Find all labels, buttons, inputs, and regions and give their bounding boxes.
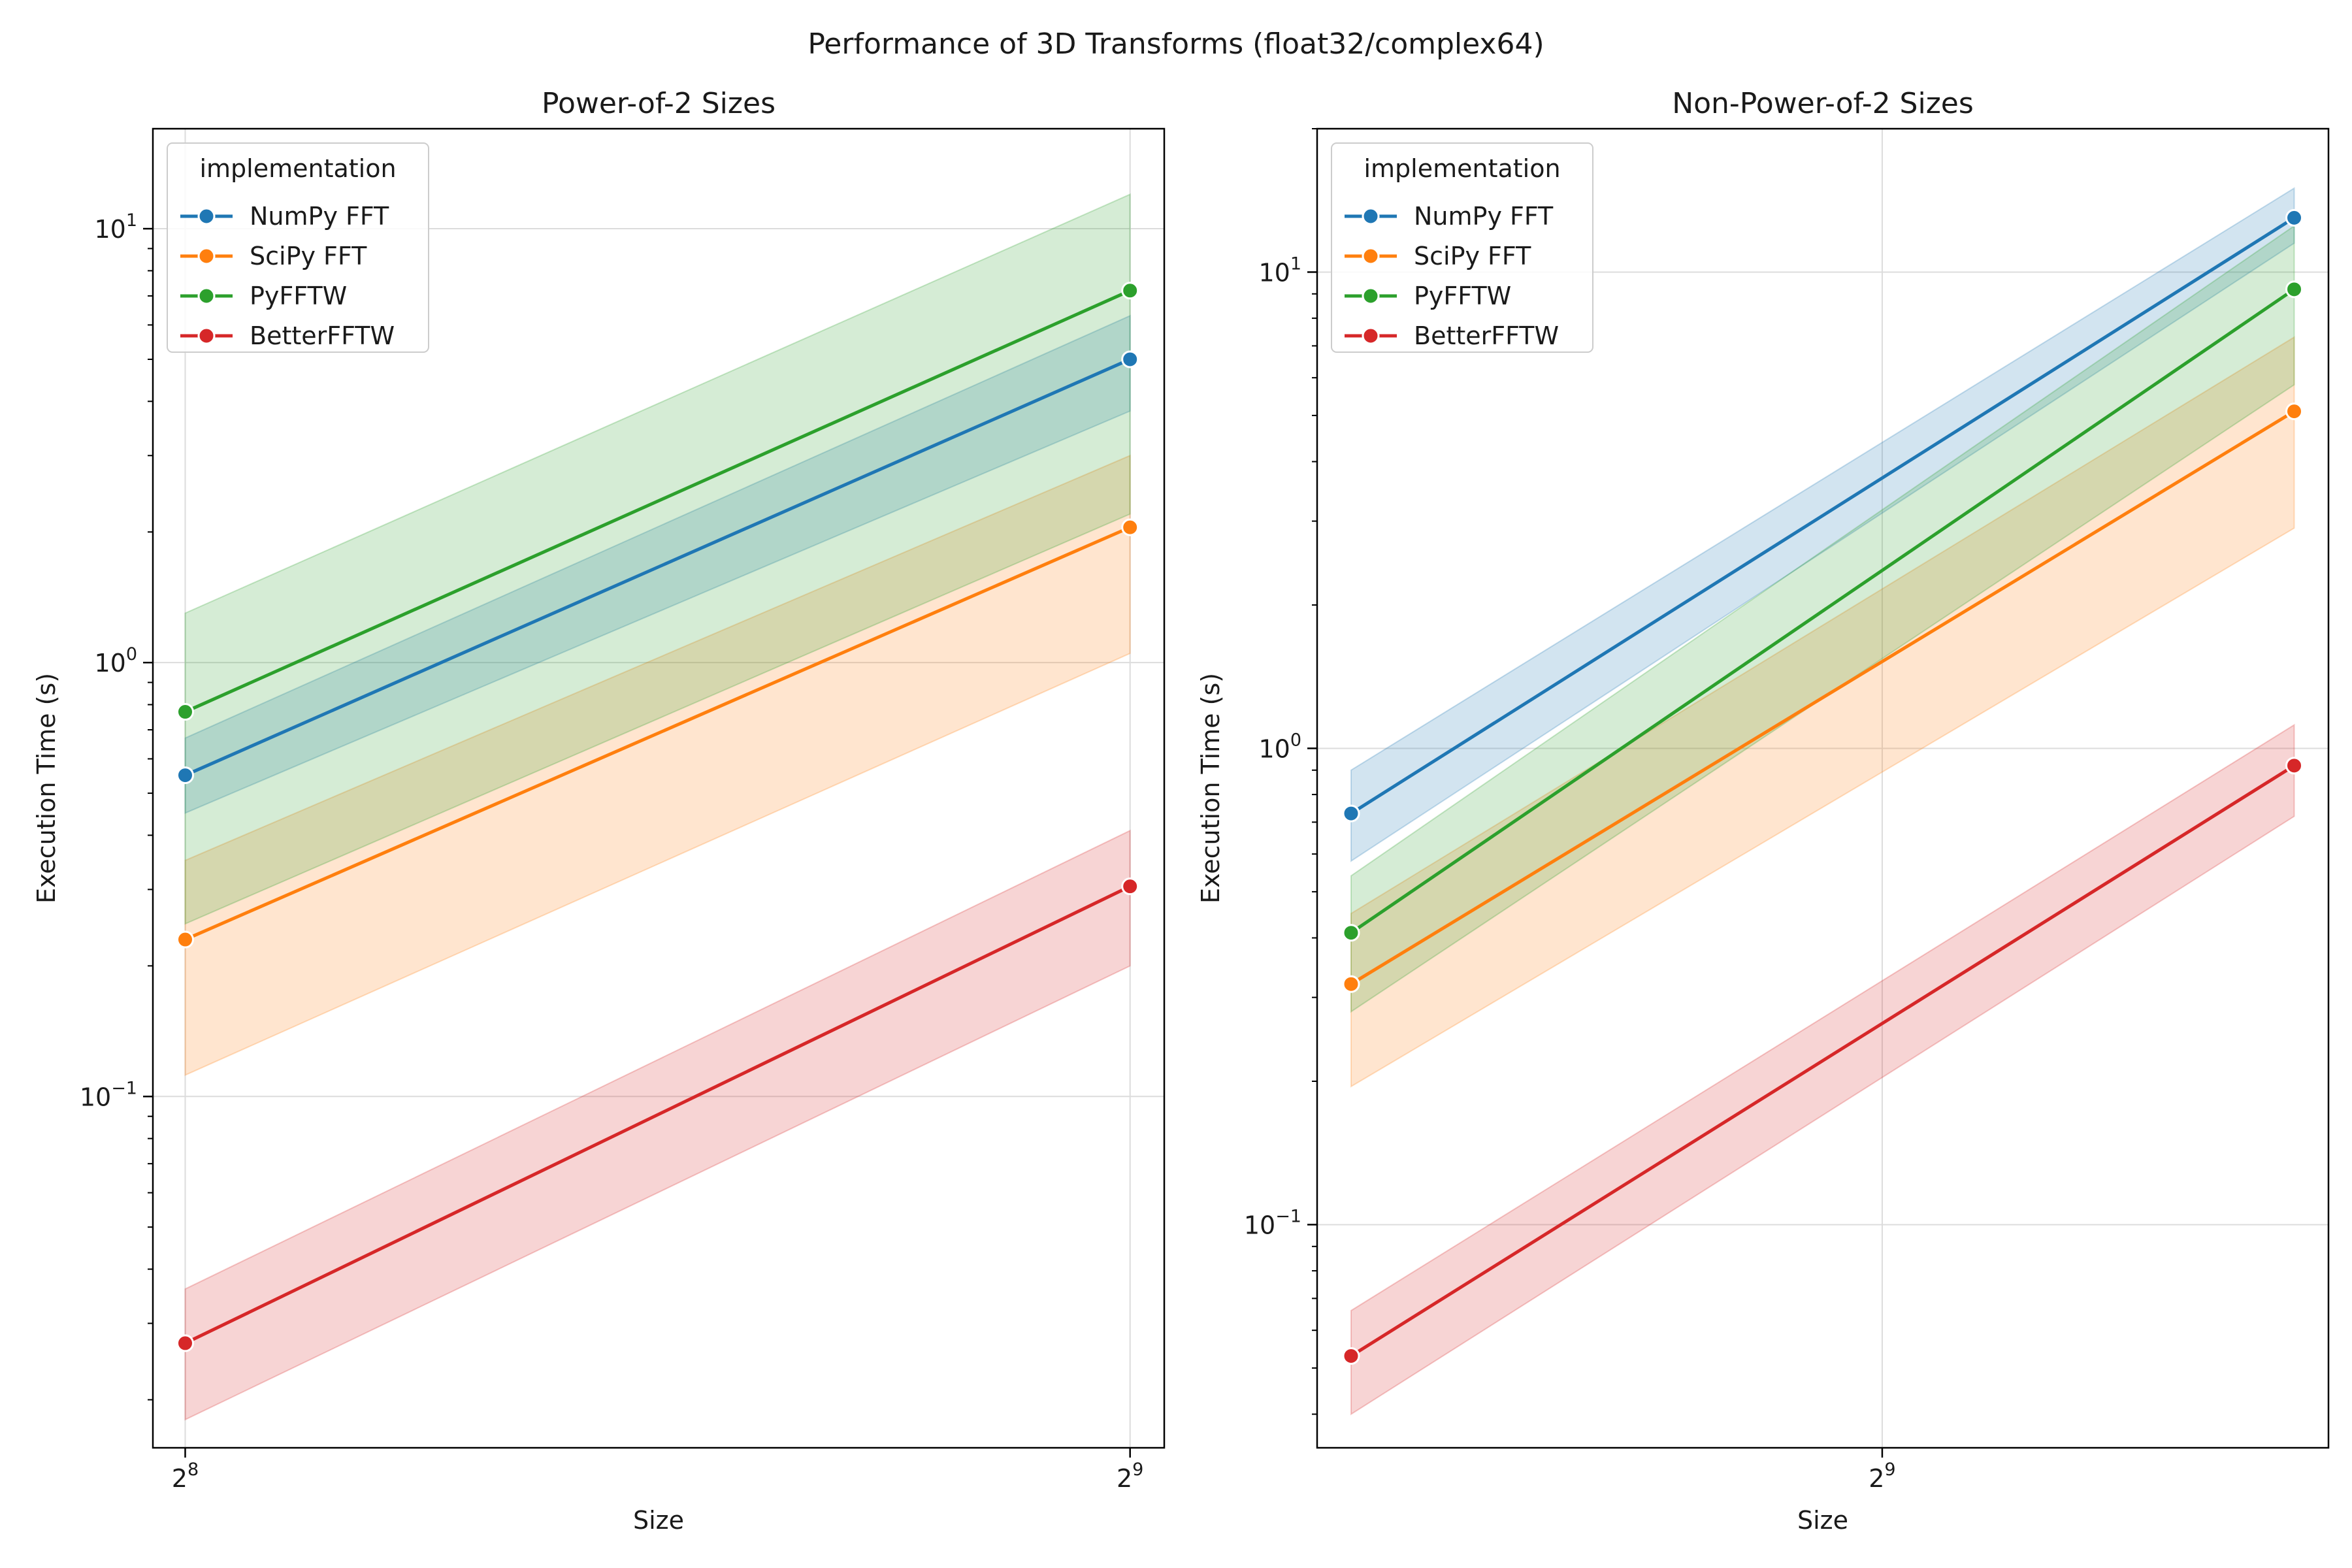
legend-label: PyFFTW xyxy=(1414,282,1511,310)
ticks: 10−1 100 101 29 xyxy=(1244,128,1896,1493)
ci-band-pyfftw xyxy=(184,193,1131,925)
legend-label: NumPy FFT xyxy=(250,202,389,231)
y-tick-label: 101 xyxy=(1258,253,1301,287)
legend-label: SciPy FFT xyxy=(1414,242,1531,270)
legend-box xyxy=(167,142,429,353)
data-point-numpy-fft xyxy=(1342,804,1360,823)
ci-band-betterfftw xyxy=(184,829,1131,1421)
series-line-scipy-fft xyxy=(184,525,1131,941)
ci-band-scipy-fft xyxy=(184,454,1131,1077)
x-axis-label: Size xyxy=(633,1506,684,1535)
legend-item-scipy-fft: SciPy FFT xyxy=(1345,242,1531,270)
subplot-title: Non-Power-of-2 Sizes xyxy=(1672,87,1974,120)
data-point-scipy-fft xyxy=(2285,402,2304,421)
legend-swatch-marker xyxy=(197,327,216,345)
legend-item-numpy-fft: NumPy FFT xyxy=(180,202,389,231)
data-point-numpy-fft xyxy=(176,766,194,785)
legend-item-pyfftw: PyFFTW xyxy=(1345,282,1511,310)
legend-label: NumPy FFT xyxy=(1414,202,1554,231)
panel-non-power-of-2: 10−1 100 101 29 Non-Power-of-2 Sizes Size Exec… xyxy=(1196,87,2330,1535)
ci-band-numpy-fft xyxy=(1350,187,2295,862)
legend-box xyxy=(1331,142,1593,353)
series-line-betterfftw xyxy=(184,885,1131,1345)
data-point-numpy-fft xyxy=(2285,208,2304,227)
legend-title: implementation xyxy=(1364,154,1560,183)
ci-band-betterfftw xyxy=(1350,723,2295,1416)
data-point-pyfftw xyxy=(1342,924,1360,942)
data-point-scipy-fft xyxy=(176,930,194,949)
x-axis-label: Size xyxy=(1797,1506,1848,1535)
ci-band-pyfftw xyxy=(1350,224,2295,1013)
y-axis-label: Execution Time (s) xyxy=(1196,673,1225,904)
legend-item-pyfftw: PyFFTW xyxy=(180,282,347,310)
legend-swatch-marker xyxy=(1362,287,1380,305)
legend-label: BetterFFTW xyxy=(250,321,395,350)
legend-label: BetterFFTW xyxy=(1414,321,1559,350)
legend-swatch-marker xyxy=(197,287,216,305)
legend-title: implementation xyxy=(199,154,396,183)
series-line-pyfftw xyxy=(1350,287,2295,934)
legend-item-numpy-fft: NumPy FFT xyxy=(1345,202,1554,231)
axes-frame xyxy=(152,127,1166,1449)
x-tick-label: 28 xyxy=(172,1460,199,1493)
y-tick-label: 10−1 xyxy=(1244,1206,1301,1239)
data-point-betterfftw xyxy=(2285,757,2304,775)
legend-label: SciPy FFT xyxy=(250,242,367,270)
series-line-scipy-fft xyxy=(1350,410,2295,986)
ci-band-scipy-fft xyxy=(1350,336,2295,1088)
series-line-numpy-fft xyxy=(1350,216,2295,815)
data-point-pyfftw xyxy=(1121,282,1139,300)
legend-swatch-marker xyxy=(1362,327,1380,345)
data-point-pyfftw xyxy=(2285,280,2304,299)
panel-power-of-2: 10−1 100 101 28 29 Power-of-2 Sizes Size Execut… xyxy=(32,87,1166,1535)
legend-swatch-marker xyxy=(197,247,216,265)
series-line-pyfftw xyxy=(184,289,1131,713)
series-line-betterfftw xyxy=(1350,764,2295,1358)
y-tick-label: 100 xyxy=(1258,730,1301,763)
legend-label: PyFFTW xyxy=(250,282,347,310)
ticks: 10−1 100 101 28 29 xyxy=(80,210,1144,1493)
axes-frame xyxy=(1316,127,2330,1449)
data-point-scipy-fft xyxy=(1342,975,1360,993)
legend: implementation NumPy FFT SciPy FFT PyFFTW Be… xyxy=(1331,142,1593,353)
legend: implementation NumPy FFT SciPy FFT PyFFTW Be… xyxy=(167,142,429,353)
ci-band-numpy-fft xyxy=(184,314,1131,814)
figure-suptitle: Performance of 3D Transforms (float32/co… xyxy=(808,27,1544,61)
series-line-numpy-fft xyxy=(184,357,1131,777)
subplot-title: Power-of-2 Sizes xyxy=(542,87,776,120)
x-tick-label: 29 xyxy=(1869,1460,1895,1493)
data-point-betterfftw xyxy=(176,1334,194,1352)
legend-item-betterfftw: BetterFFTW xyxy=(1345,321,1559,350)
legend-item-betterfftw: BetterFFTW xyxy=(180,321,395,350)
y-tick-label: 101 xyxy=(94,210,137,244)
y-tick-label: 100 xyxy=(94,644,137,678)
y-tick-label: 10−1 xyxy=(80,1078,137,1111)
legend-swatch-marker xyxy=(197,207,216,225)
data-point-betterfftw xyxy=(1121,877,1139,896)
data-point-betterfftw xyxy=(1342,1347,1360,1365)
data-point-numpy-fft xyxy=(1121,350,1139,368)
y-axis-label: Execution Time (s) xyxy=(32,673,61,904)
data-point-pyfftw xyxy=(176,703,194,721)
data-point-scipy-fft xyxy=(1121,518,1139,536)
legend-swatch-marker xyxy=(1362,247,1380,265)
legend-swatch-marker xyxy=(1362,207,1380,225)
x-tick-label: 29 xyxy=(1117,1460,1143,1493)
legend-item-scipy-fft: SciPy FFT xyxy=(180,242,367,270)
